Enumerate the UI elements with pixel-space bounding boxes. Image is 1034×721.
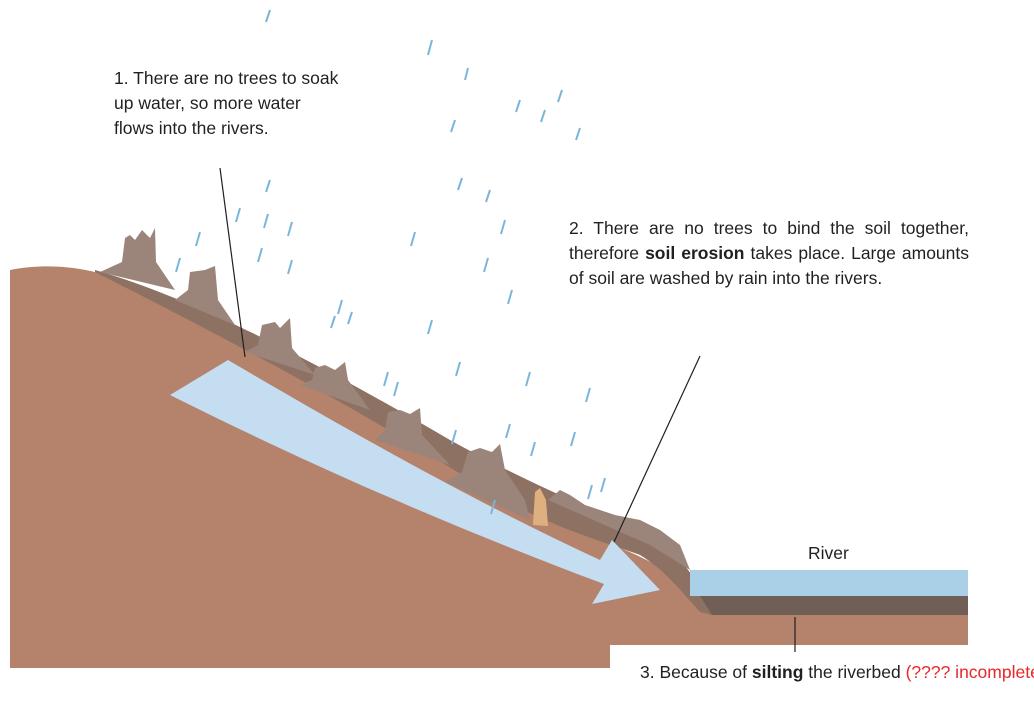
page: {"annotations": [ {"parts": ["1. There a…	[0, 0, 1034, 721]
editor-note: (???? incomplete)	[906, 662, 1034, 682]
raindrop	[541, 110, 545, 122]
raindrop	[288, 260, 292, 274]
raindrop	[384, 372, 388, 386]
raindrop	[516, 100, 520, 112]
pointer-line	[614, 356, 700, 542]
annotation: 2. There are no trees to bind the soil t…	[569, 216, 969, 291]
raindrop	[452, 430, 456, 444]
raindrop	[526, 372, 530, 386]
raindrop	[428, 320, 432, 334]
raindrop	[451, 120, 455, 132]
raindrop	[465, 68, 468, 80]
raindrop	[558, 90, 562, 102]
river-water	[690, 570, 968, 596]
silt	[700, 596, 968, 615]
raindrop	[266, 10, 270, 22]
annotation-text: 1. There are no trees to soak up water, …	[114, 68, 338, 138]
raindrop	[588, 485, 592, 499]
annotation-text: the riverbed	[803, 662, 905, 682]
raindrop	[266, 180, 270, 192]
raindrop	[348, 312, 352, 324]
key-term: soil erosion	[645, 243, 744, 263]
raindrop	[601, 478, 605, 492]
raindrop	[501, 220, 505, 234]
raindrop	[338, 300, 342, 314]
annotation-text: 3. Because of	[640, 662, 752, 682]
raindrop	[531, 442, 535, 456]
raindrop	[508, 290, 512, 304]
raindrop	[571, 432, 575, 446]
raindrop	[411, 232, 415, 246]
raindrop	[264, 214, 268, 228]
annotation: 3. Because of silting the riverbed (????…	[640, 660, 1034, 685]
raindrop	[196, 232, 200, 246]
raindrop	[456, 362, 460, 376]
raindrop	[486, 190, 490, 202]
raindrop	[458, 178, 462, 190]
annotation: 1. There are no trees to soak up water, …	[114, 66, 339, 141]
raindrop	[236, 208, 240, 222]
raindrop	[506, 424, 510, 438]
raindrop	[484, 258, 488, 272]
key-term: silting	[752, 662, 804, 682]
raindrop	[258, 248, 262, 262]
raindrop	[428, 40, 432, 55]
raindrop	[288, 222, 292, 236]
raindrop	[331, 316, 335, 328]
raindrop	[576, 128, 580, 140]
raindrop	[394, 382, 398, 396]
raindrop	[176, 258, 180, 272]
river-label: River	[808, 541, 849, 566]
raindrop	[586, 388, 590, 402]
